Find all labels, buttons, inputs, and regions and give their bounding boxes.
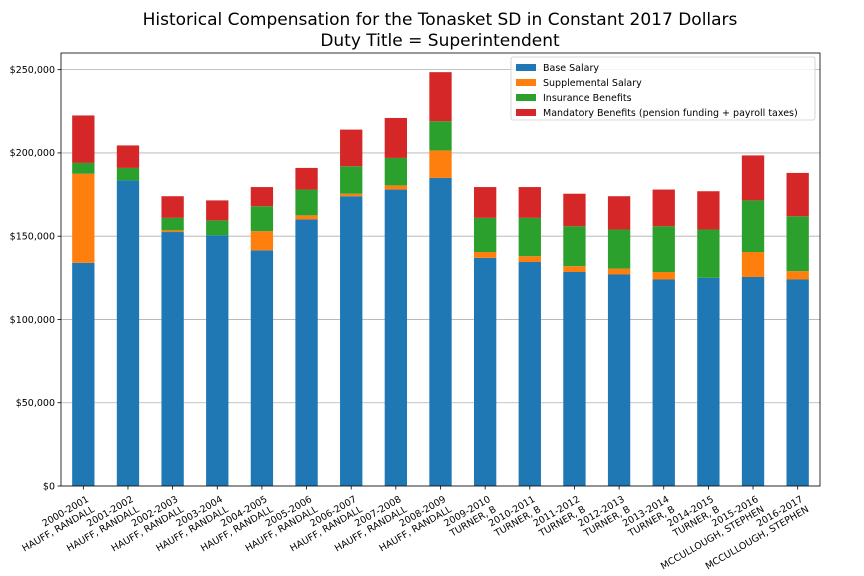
bar-segment [116,180,140,486]
bar-segment [518,262,541,486]
bar-segment [518,187,541,218]
bar-segment [607,196,631,230]
bar-segment [206,235,229,486]
bar-segment [473,187,497,218]
bar-segment [340,196,363,486]
bar-segment [607,268,631,275]
bar-segment [250,206,274,232]
bar-segment [518,256,541,263]
x-tick-label: 2009-2010TURNER, B [442,494,499,540]
chart-title: Historical Compensation for the Tonasket… [143,10,738,30]
bar-segment [295,219,318,487]
bar-segment [384,185,408,190]
legend-swatch [516,79,536,86]
bar-segment [563,193,586,227]
legend-label: Supplemental Salary [543,78,642,89]
y-tick-label: $200,000 [10,148,55,159]
bar-segment [206,220,229,236]
bar-segment [429,121,452,151]
legend-swatch [516,109,536,116]
bar-segment [652,271,675,280]
bar-segment [295,167,318,190]
bar-segment [384,189,408,487]
bar-segment [741,200,765,253]
bar-segment [250,231,274,251]
bar-segment [429,150,452,178]
x-tick-label: 2012-2013TURNER, B [576,494,633,540]
bar-segment [429,177,452,486]
y-axis: $0 $50,000 $100,000 $150,000 $200,000 $250,00… [10,65,61,492]
y-tick-label: $100,000 [10,315,55,326]
bar-segment [741,252,765,277]
bar-segment [161,217,184,231]
bar-segment [206,200,229,221]
bar-segment [116,145,140,168]
y-tick-label: $250,000 [10,65,55,76]
bar-segment [741,276,765,486]
bar-segment [786,172,809,217]
bar-segment [652,279,675,486]
bar-segment [652,189,675,227]
bar-segment [786,279,809,486]
bar-segment [563,266,586,272]
x-tick-label: 2013-2014TURNER, B [620,494,677,540]
bar-segment [518,217,541,257]
bar-segment [161,196,184,218]
bar-segment [72,262,95,486]
y-tick-label: $150,000 [10,231,55,242]
x-tick-label: 2010-2011TURNER, B [486,494,543,540]
bar-segment [429,72,452,122]
bar-segment [786,216,809,272]
legend: Base Salary Supplemental Salary Insurance … [510,56,816,121]
x-tick-label: 2011-2012TURNER, B [531,494,588,540]
bar-segment [786,271,809,280]
bar-segment [250,187,274,207]
bar-segment [295,189,318,216]
bar-segment [563,226,586,267]
bar-segment [295,215,318,220]
bar-segment [473,217,497,253]
bar-segment [741,155,765,201]
legend-label: Insurance Benefits [543,93,632,104]
bar-segment [473,257,497,486]
y-tick-label: $0 [43,481,55,492]
bar-segment [652,226,675,272]
legend-label: Mandatory Benefits (pension funding + pa… [543,108,798,119]
bar-segment [72,173,95,263]
bar-segment [250,250,274,486]
chart-subtitle: Duty Title = Superintendent [320,31,560,51]
bar-segment [340,193,363,197]
bar-segment [697,229,720,278]
bar-segment [340,166,363,194]
y-tick-label: $50,000 [16,398,55,409]
bar-segment [116,167,140,181]
bar-segment [697,277,720,486]
legend-label: Base Salary [543,63,599,74]
bar-segment [72,115,95,163]
bar-segment [607,229,631,269]
bar-segment [161,232,184,486]
bars [72,72,809,487]
bar-segment [607,274,631,486]
bar-segment [72,162,95,174]
bar-segment [161,230,184,233]
bar-segment [473,252,497,258]
bar-segment [697,191,720,230]
legend-swatch [516,94,536,101]
legend-box [510,56,816,121]
bar-segment [384,157,408,186]
legend-swatch [516,64,536,71]
bar-segment [340,129,363,167]
bar-segment [384,117,408,158]
bar-segment [563,271,586,486]
